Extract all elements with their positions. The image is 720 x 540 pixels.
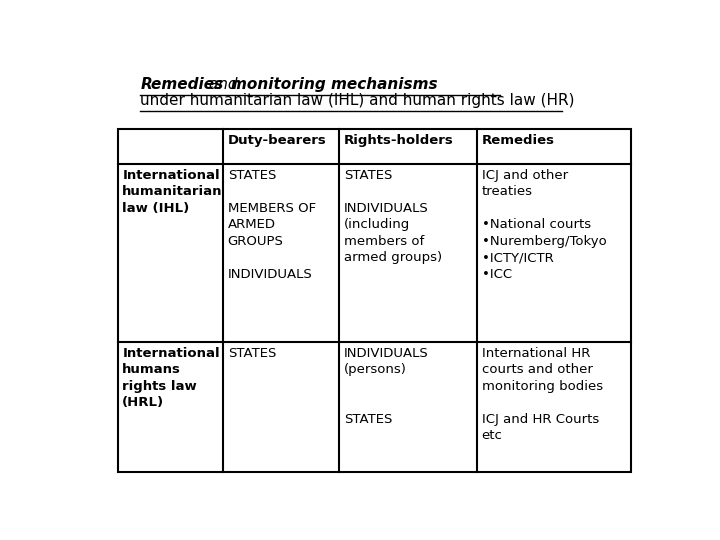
Text: Remedies: Remedies (482, 134, 554, 147)
Text: ICJ and other
treaties

•National courts
•Nuremberg/Tokyo
•ICTY/ICTR
•ICC: ICJ and other treaties •National courts … (482, 168, 606, 281)
Text: Rights-holders: Rights-holders (344, 134, 454, 147)
Text: and: and (204, 77, 243, 92)
Text: under humanitarian law (IHL) and human rights law (HR): under humanitarian law (IHL) and human r… (140, 93, 575, 109)
Text: Duty-bearers: Duty-bearers (228, 134, 326, 147)
Text: monitoring mechanisms: monitoring mechanisms (231, 77, 438, 92)
Text: STATES

MEMBERS OF
ARMED
GROUPS

INDIVIDUALS: STATES MEMBERS OF ARMED GROUPS INDIVIDUA… (228, 168, 316, 281)
Text: Remedies: Remedies (140, 77, 223, 92)
Text: International HR
courts and other
monitoring bodies

ICJ and HR Courts
etc: International HR courts and other monito… (482, 347, 603, 442)
Text: INDIVIDUALS
(persons)


STATES: INDIVIDUALS (persons) STATES (344, 347, 428, 426)
Text: International
humans
rights law
(HRL): International humans rights law (HRL) (122, 347, 220, 409)
Text: International
humanitarian
law (IHL): International humanitarian law (IHL) (122, 168, 223, 214)
Text: STATES: STATES (228, 347, 276, 360)
Text: STATES

INDIVIDUALS
(including
members of
armed groups): STATES INDIVIDUALS (including members of… (344, 168, 442, 264)
